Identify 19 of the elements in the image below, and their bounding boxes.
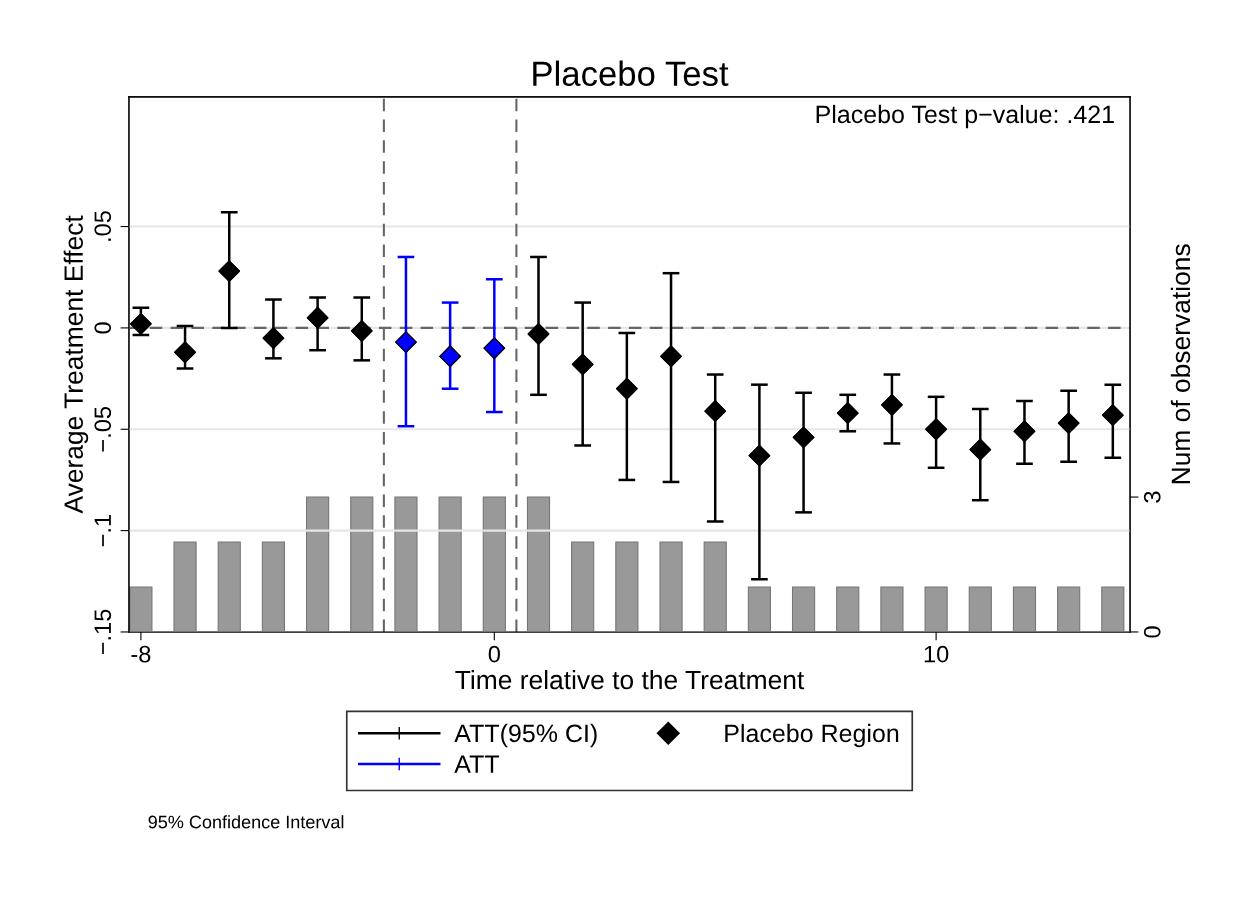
legend-label: Placebo Region — [725, 723, 899, 748]
y2-tick-label: 3 — [1143, 491, 1161, 503]
legend-label: ATT — [454, 755, 500, 773]
y-tick-label: −.15 — [94, 609, 112, 655]
x-tick-label: -8 — [131, 645, 151, 663]
y2-axis-title: Num of observations — [1170, 244, 1191, 484]
x-tick-label: 0 — [488, 645, 500, 663]
annotation: Placebo Test p−value: .421 — [816, 104, 1114, 129]
y-axis-title: Average Treatment Effect — [63, 215, 89, 514]
y-tick-label: −.1 — [94, 515, 111, 547]
y-tick-label: .05 — [94, 211, 112, 241]
y2-tick-label: 0 — [1143, 626, 1161, 638]
chart-title: Placebo Test — [533, 60, 729, 87]
y-tick-label: 0 — [94, 322, 112, 334]
x-tick-label: 10 — [924, 645, 949, 663]
x-axis-title: Time relative to the Treatment — [455, 669, 805, 690]
text: 95% Confidence Interval — [148, 815, 344, 829]
y-tick-label: −.05 — [94, 406, 112, 452]
legend-label: ATT(95% CI) — [454, 723, 597, 748]
